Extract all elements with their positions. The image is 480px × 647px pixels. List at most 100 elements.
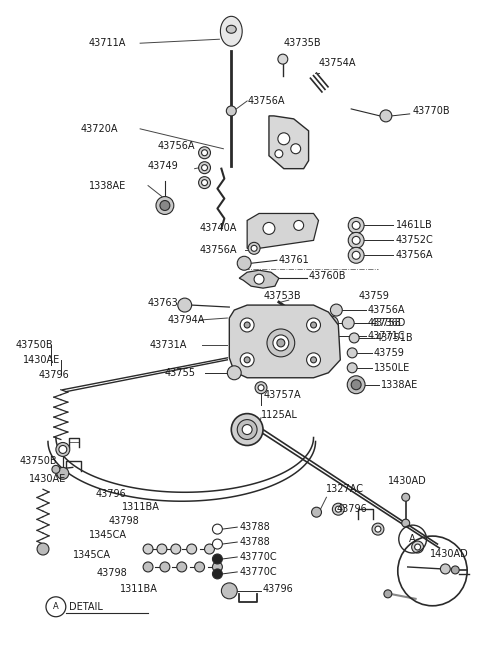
Circle shape	[278, 54, 288, 64]
Circle shape	[451, 566, 459, 574]
Circle shape	[375, 526, 381, 532]
Text: 43760B: 43760B	[309, 271, 346, 281]
Circle shape	[415, 544, 420, 550]
Polygon shape	[239, 270, 279, 288]
Text: 43770C: 43770C	[239, 567, 277, 577]
Circle shape	[143, 562, 153, 572]
Text: 1311BA: 1311BA	[122, 502, 160, 512]
Text: 43798: 43798	[96, 568, 127, 578]
Text: 43736D: 43736D	[368, 318, 407, 328]
Circle shape	[160, 201, 170, 210]
Text: 1350LE: 1350LE	[374, 363, 410, 373]
Circle shape	[352, 251, 360, 259]
Text: 1430AD: 1430AD	[430, 549, 468, 559]
Circle shape	[348, 217, 364, 234]
Text: 43794A: 43794A	[168, 315, 205, 325]
Circle shape	[254, 274, 264, 284]
Text: 43750B: 43750B	[15, 340, 53, 350]
Text: 1338AE: 1338AE	[381, 380, 418, 389]
Circle shape	[37, 543, 49, 555]
Text: 43751B: 43751B	[376, 333, 414, 343]
Circle shape	[330, 304, 342, 316]
Text: 1430AE: 1430AE	[29, 474, 66, 485]
Circle shape	[352, 236, 360, 245]
Circle shape	[242, 424, 252, 435]
Text: 43731A: 43731A	[150, 340, 187, 350]
Text: 1311BA: 1311BA	[120, 584, 158, 594]
Circle shape	[384, 590, 392, 598]
Text: 43788: 43788	[239, 522, 270, 532]
Circle shape	[336, 506, 341, 512]
Circle shape	[237, 256, 251, 270]
Circle shape	[157, 544, 167, 554]
Circle shape	[347, 376, 365, 393]
Circle shape	[178, 298, 192, 312]
Circle shape	[347, 363, 357, 373]
Text: 43735B: 43735B	[284, 38, 322, 49]
Text: 1345CA: 1345CA	[73, 550, 111, 560]
Circle shape	[213, 569, 222, 579]
Text: 43763: 43763	[148, 298, 179, 308]
Circle shape	[213, 539, 222, 549]
Text: 1345CA: 1345CA	[89, 530, 127, 540]
Circle shape	[204, 544, 215, 554]
Circle shape	[372, 523, 384, 535]
Circle shape	[194, 562, 204, 572]
Circle shape	[312, 507, 322, 517]
Circle shape	[199, 177, 211, 188]
Circle shape	[227, 106, 236, 116]
Text: 43756A: 43756A	[247, 96, 285, 106]
Text: 43798: 43798	[108, 516, 139, 526]
Circle shape	[307, 353, 321, 367]
Text: 43754A: 43754A	[319, 58, 356, 68]
Circle shape	[251, 245, 257, 251]
Circle shape	[199, 162, 211, 173]
Circle shape	[240, 318, 254, 332]
Polygon shape	[269, 116, 309, 169]
Circle shape	[213, 562, 222, 572]
Circle shape	[348, 377, 364, 393]
Circle shape	[311, 357, 316, 363]
Circle shape	[59, 446, 67, 454]
Circle shape	[213, 554, 222, 564]
Circle shape	[199, 147, 211, 159]
Circle shape	[402, 493, 409, 501]
Circle shape	[187, 544, 197, 554]
Circle shape	[177, 562, 187, 572]
Circle shape	[352, 221, 360, 230]
Circle shape	[258, 385, 264, 391]
Circle shape	[347, 348, 357, 358]
Text: 1461LB: 1461LB	[396, 221, 432, 230]
Text: 43796: 43796	[39, 370, 70, 380]
Circle shape	[57, 467, 69, 479]
Circle shape	[267, 329, 295, 357]
Circle shape	[143, 544, 153, 554]
Circle shape	[228, 366, 241, 380]
Circle shape	[202, 180, 207, 186]
Circle shape	[156, 197, 174, 214]
Text: 43770C: 43770C	[239, 552, 277, 562]
Circle shape	[332, 503, 344, 515]
Ellipse shape	[220, 16, 242, 46]
Circle shape	[412, 541, 423, 553]
Circle shape	[52, 465, 60, 474]
Circle shape	[348, 232, 364, 248]
Circle shape	[213, 524, 222, 534]
Polygon shape	[247, 214, 319, 248]
Text: 1430AD: 1430AD	[388, 476, 427, 487]
Circle shape	[328, 320, 335, 326]
Text: 1338AE: 1338AE	[89, 181, 126, 191]
Text: DETAIL: DETAIL	[69, 602, 103, 612]
Circle shape	[202, 165, 207, 171]
Circle shape	[240, 353, 254, 367]
Polygon shape	[229, 305, 340, 378]
Circle shape	[324, 316, 338, 330]
Text: 43756A: 43756A	[396, 250, 433, 260]
Circle shape	[273, 335, 289, 351]
Text: 43759: 43759	[374, 348, 405, 358]
Circle shape	[202, 149, 207, 156]
Circle shape	[342, 317, 354, 329]
Text: 43757A: 43757A	[264, 389, 301, 400]
Text: 43750B: 43750B	[19, 456, 57, 466]
Ellipse shape	[323, 331, 338, 341]
